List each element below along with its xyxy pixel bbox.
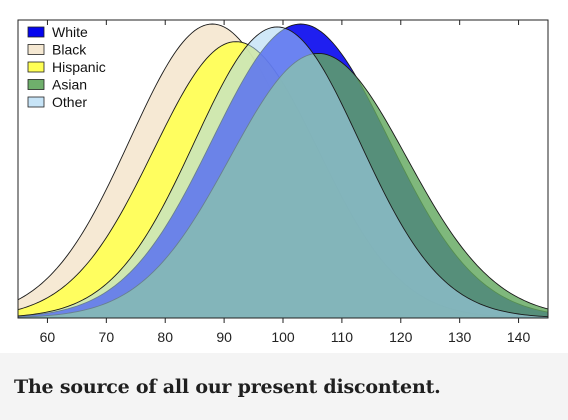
legend-swatch-hispanic [27, 61, 45, 73]
x-tick-label: 60 [40, 329, 56, 345]
x-tick-label: 80 [157, 329, 173, 345]
curve-other [18, 26, 548, 318]
legend-label-white: White [52, 24, 88, 40]
x-tick-label: 70 [99, 329, 115, 345]
legend-swatch-white [27, 26, 45, 38]
legend-label-hispanic: Hispanic [52, 59, 106, 75]
x-tick-label: 90 [216, 329, 232, 345]
legend-swatch-other [27, 96, 45, 108]
plot-area [18, 23, 548, 318]
legend-swatch-asian [27, 79, 45, 90]
legend-label-asian: Asian [52, 77, 87, 93]
caption-band [0, 353, 568, 420]
figure-caption: The source of all our present discontent… [14, 376, 441, 398]
x-tick-label: 100 [271, 329, 295, 345]
legend-label-other: Other [52, 94, 87, 110]
x-tick-label: 140 [507, 329, 531, 345]
chart-figure: 60 70 80 90 100 110 120 130 140 White Black Hispani… [17, 19, 549, 345]
x-tick-label: 130 [448, 329, 472, 345]
x-tick-label: 120 [389, 329, 413, 345]
legend-swatch-black [27, 44, 45, 55]
legend-label-black: Black [52, 42, 87, 58]
x-tick-label: 110 [331, 329, 354, 345]
bell-curve-chart: 60 70 80 90 100 110 120 130 140 White BlackHispani… [17, 19, 549, 345]
